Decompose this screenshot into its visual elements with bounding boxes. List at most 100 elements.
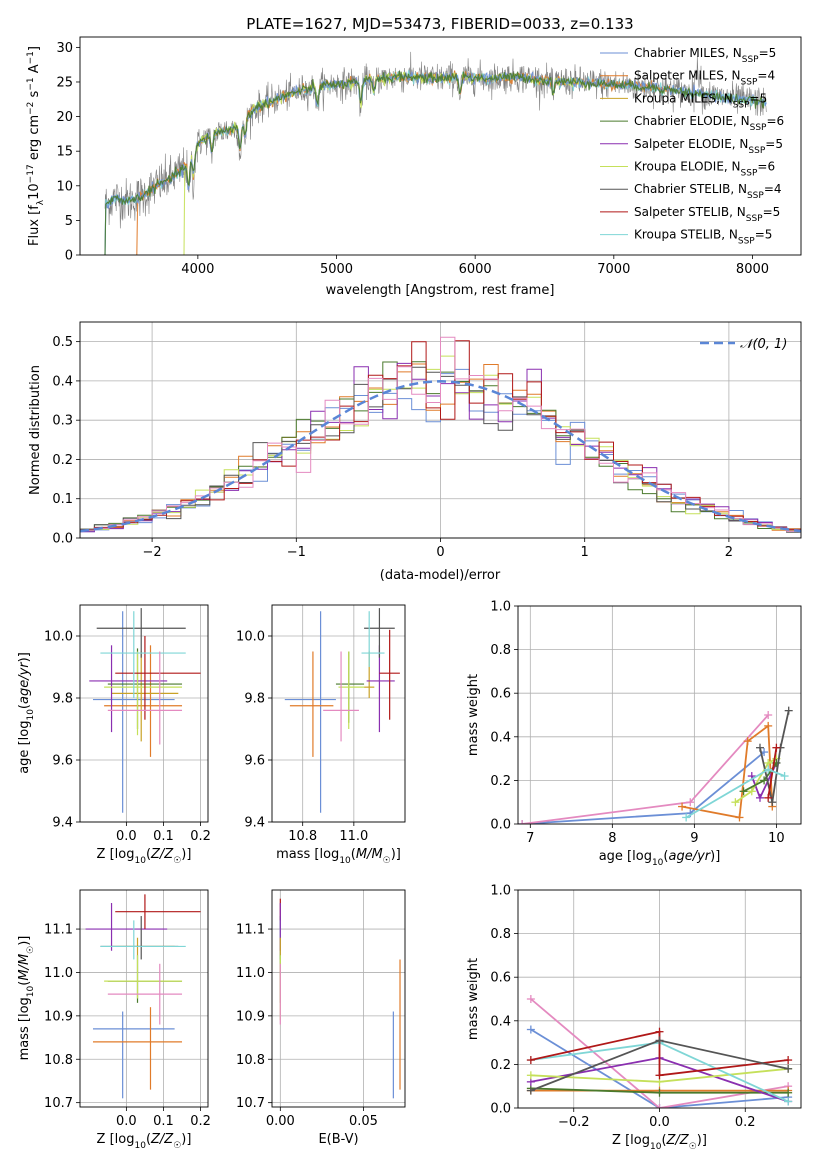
axes-frame [517,889,802,1109]
label-part: age/yr [17,661,32,704]
y-tick-label: 5 [65,214,73,229]
x-tick-label: 5000 [320,262,353,277]
label-part: Salpeter ELODIE, N [634,137,748,151]
label-part: A [27,64,42,77]
plot-area [85,894,201,1099]
x-tick-label: 11.0 [339,829,368,844]
label-part: Z/Z [666,1133,690,1148]
axes-frame [79,36,802,256]
weight-line [530,1028,789,1108]
y-tick-label: 0.4 [52,374,73,389]
label-part: Kroupa STELIB, N [634,228,738,242]
label-part: )] [17,936,32,946]
x-axis-label: Z [log10(Z/Z☉)] [97,847,192,866]
x-tick-label: −0.2 [558,1115,590,1130]
x-axis-label: E(B-V) [318,1132,358,1147]
legend-label: Salpeter ELODIE, NSSP=5 [634,137,783,156]
label-part: ☉ [173,1141,181,1151]
legend-label: Chabrier STELIB, NSSP=4 [634,182,782,201]
y-tick-label: 0.1 [52,492,73,507]
label-part: SSP [733,100,750,110]
label-part: 10 [27,183,42,200]
label-part: =4 [764,182,782,196]
label-part: M/M [17,954,32,981]
y-tick-label: 10.0 [44,630,73,645]
x-axis-label: Z [log10(Z/Z☉)] [612,1133,707,1152]
label-part: =6 [766,114,784,128]
label-part: 10 [650,1142,662,1152]
label-part: ( [17,981,32,986]
y-tick-label: 9.8 [52,692,73,707]
x-tick-label: 9 [690,831,698,846]
y-tick-label: 10.9 [236,1009,265,1024]
label-part: wavelength [Angstrom, rest frame] [326,283,555,298]
label-part: =5 [759,46,777,60]
y-tick-label: 10.7 [44,1096,73,1111]
weight-line [759,710,790,803]
y-tick-label: 1.0 [490,600,511,615]
x-tick-label: 1 [581,545,589,560]
axes-frame [271,889,406,1108]
x-tick-label: 0.00 [266,1114,295,1129]
label-part: SSP [747,191,764,201]
panel-mass-vs-EBV: 0.00 0.05 10.7 10.8 10.9 11.0 11.1 E(B-V) [236,889,406,1147]
panel-age-vs-Z: 0.0 0.1 0.29.49.69.810.0Z [log10(Z/Z☉)]age… [17,604,211,866]
label-part: ☉ [173,856,181,866]
label-part: age [log [599,849,652,864]
label-part: SSP [738,237,755,247]
panel-age-vs-mass: 10.8 11.0 9.4 9.6 9.8 10.0 mass [log10(M/M☉)] [236,604,406,866]
y-tick-label: 9.6 [244,754,265,769]
y-tick-label: 0.3 [52,414,73,429]
y-tick-label: 10.0 [236,630,265,645]
label-part: ( [17,704,32,709]
label-part: )] [710,849,720,864]
label-part: −17 [26,164,36,183]
panels: 4000 5000 6000 7000 8000051015202530waveleng… [17,36,802,1152]
legend-label: Chabrier MILES, NSSP=5 [634,46,776,65]
x-axis-label: mass [log10(M/M☉)] [276,847,401,866]
plot-area [279,898,401,1099]
label-part: )] [181,847,191,862]
label-part: SSP [746,214,763,224]
axes-frame [79,604,209,823]
label-part: Salpeter STELIB, N [634,205,746,219]
legend-label: 𝒩(0, 1) [740,337,787,352]
label-part: SSP [741,169,758,179]
y-tick-label: 11.1 [236,923,265,938]
y-tick-label: 25 [56,75,73,90]
y-axis-label: mass [log10(M/M☉)] [17,936,36,1061]
weight-line [767,747,778,798]
label-part: =5 [755,228,773,242]
panel-mass-weight-vs-Z: −0.2 0.0 0.2 0.0 0.2 0.4 0.6 0.8 1.0 Z [log10(Z/Z… [466,884,802,1152]
y-tick-label: 0.8 [490,643,511,658]
label-part: )] [17,652,32,662]
label-part: =5 [750,91,768,105]
x-tick-label: 0.0 [116,1114,137,1129]
plot-area [284,608,400,813]
y-tick-label: 0.2 [490,1058,511,1073]
label-part: ( [663,849,668,864]
panel-residuals: −2 −1 0 1 2 0.0 0.1 0.2 0.3 0.4 0.5 (data-model)/er… [28,321,802,583]
panel-mass-vs-Z: 0.0 0.1 0.210.710.810.911.011.1Z [log10(Z/… [17,889,211,1151]
y-tick-label: 30 [56,41,73,56]
label-part: mass [log [276,847,339,862]
label-part: Kroupa ELODIE, N [634,160,741,174]
x-tick-label: 0.2 [735,1115,756,1130]
x-axis-label: age [log10(age/yr)] [599,849,721,868]
label-part: Salpeter MILES, N [634,69,741,83]
label-part: age [log [17,721,32,774]
legend-label: Chabrier ELODIE, NSSP=6 [634,114,784,133]
y-tick-label: 9.4 [52,816,73,831]
plot-area [526,995,793,1108]
x-tick-label: 10 [768,831,785,846]
label-part: −1 [26,51,36,64]
plot-area [518,706,793,824]
y-axis-label: mass weight [466,674,481,756]
label-part: M/M [356,847,383,862]
x-tick-label: 7000 [597,262,630,277]
label-part: Z [log [612,1133,650,1148]
y-tick-label: 9.6 [52,754,73,769]
x-tick-label: 0.1 [153,1114,174,1129]
y-tick-label: 10.7 [236,1096,265,1111]
